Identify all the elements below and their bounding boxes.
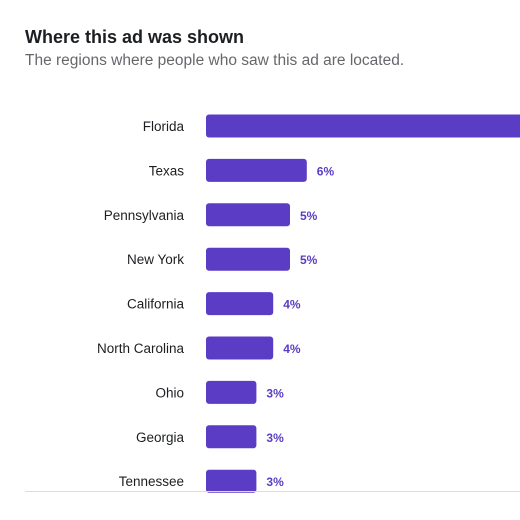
- bar-new-york[interactable]: [206, 247, 290, 271]
- value-label-tennessee: 3%: [266, 475, 284, 489]
- chart-subtitle: The regions where people who saw this ad…: [25, 52, 405, 69]
- chart-header: Where this ad was shown The regions wher…: [25, 26, 515, 71]
- bar-pennsylvania[interactable]: [206, 203, 290, 227]
- category-label-florida: Florida: [143, 119, 185, 134]
- bottom-divider: [25, 491, 520, 492]
- category-label-ohio: Ohio: [155, 385, 184, 400]
- category-label-california: California: [127, 297, 185, 312]
- value-label-north-carolina: 4%: [283, 342, 301, 356]
- chart-title: Where this ad was shown: [25, 27, 245, 47]
- category-label-north-carolina: North Carolina: [97, 341, 185, 356]
- category-label-pennsylvania: Pennsylvania: [104, 208, 185, 223]
- bar-georgia[interactable]: [206, 425, 257, 449]
- value-label-new-york: 5%: [300, 253, 318, 267]
- bar-california[interactable]: [206, 292, 274, 316]
- bar-texas[interactable]: [206, 158, 307, 182]
- value-label-pennsylvania: 5%: [300, 209, 318, 223]
- value-label-texas: 6%: [317, 164, 335, 178]
- bar-ohio[interactable]: [206, 380, 257, 404]
- bar-florida[interactable]: [206, 114, 520, 138]
- bar-tennessee[interactable]: [206, 469, 257, 493]
- bar-north-carolina[interactable]: [206, 336, 274, 360]
- value-label-ohio: 3%: [266, 386, 284, 400]
- value-label-california: 4%: [283, 298, 301, 312]
- value-label-georgia: 3%: [266, 431, 284, 445]
- category-label-texas: Texas: [149, 163, 185, 178]
- category-label-tennessee: Tennessee: [119, 474, 184, 489]
- category-label-new-york: New York: [127, 252, 184, 267]
- category-label-georgia: Georgia: [136, 430, 185, 445]
